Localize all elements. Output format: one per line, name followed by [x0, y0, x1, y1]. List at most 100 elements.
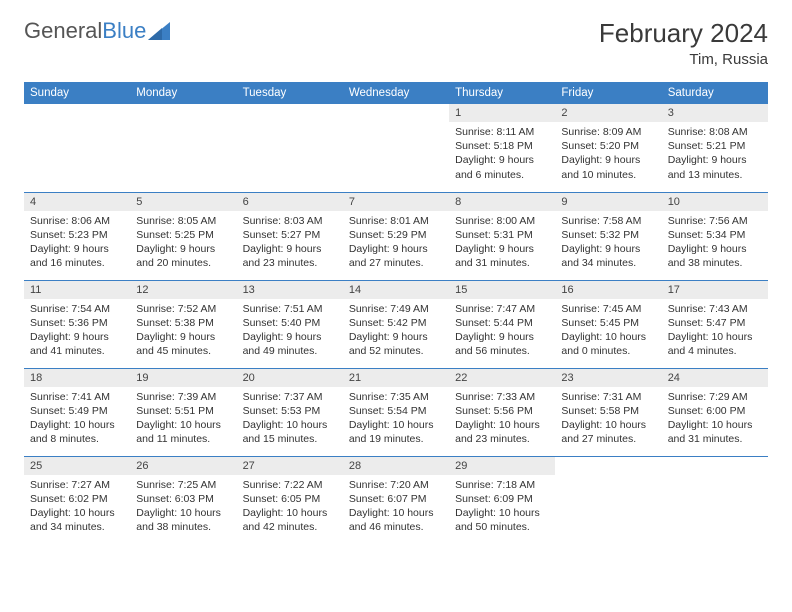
calendar-week-row: 1Sunrise: 8:11 AMSunset: 5:18 PMDaylight…	[24, 104, 768, 192]
day-number: 3	[662, 104, 768, 122]
calendar-day-cell: 12Sunrise: 7:52 AMSunset: 5:38 PMDayligh…	[130, 280, 236, 368]
calendar-day-cell	[343, 104, 449, 192]
calendar-day-cell: 16Sunrise: 7:45 AMSunset: 5:45 PMDayligh…	[555, 280, 661, 368]
weekday-header-row: SundayMondayTuesdayWednesdayThursdayFrid…	[24, 82, 768, 104]
day-number: 1	[449, 104, 555, 122]
calendar-day-cell: 17Sunrise: 7:43 AMSunset: 5:47 PMDayligh…	[662, 280, 768, 368]
day-details: Sunrise: 7:47 AMSunset: 5:44 PMDaylight:…	[449, 299, 555, 362]
day-number: 6	[237, 193, 343, 211]
day-number: 13	[237, 281, 343, 299]
day-number: 24	[662, 369, 768, 387]
day-number: 9	[555, 193, 661, 211]
logo-triangle-icon	[148, 22, 170, 40]
day-details: Sunrise: 7:45 AMSunset: 5:45 PMDaylight:…	[555, 299, 661, 362]
calendar-day-cell: 22Sunrise: 7:33 AMSunset: 5:56 PMDayligh…	[449, 368, 555, 456]
calendar-day-cell: 26Sunrise: 7:25 AMSunset: 6:03 PMDayligh…	[130, 456, 236, 544]
weekday-header: Tuesday	[237, 82, 343, 104]
day-number: 18	[24, 369, 130, 387]
day-details: Sunrise: 7:49 AMSunset: 5:42 PMDaylight:…	[343, 299, 449, 362]
calendar-day-cell: 4Sunrise: 8:06 AMSunset: 5:23 PMDaylight…	[24, 192, 130, 280]
calendar-day-cell: 5Sunrise: 8:05 AMSunset: 5:25 PMDaylight…	[130, 192, 236, 280]
day-number: 28	[343, 457, 449, 475]
day-details: Sunrise: 7:56 AMSunset: 5:34 PMDaylight:…	[662, 211, 768, 274]
day-details: Sunrise: 8:11 AMSunset: 5:18 PMDaylight:…	[449, 122, 555, 185]
day-details: Sunrise: 8:08 AMSunset: 5:21 PMDaylight:…	[662, 122, 768, 185]
calendar-table: SundayMondayTuesdayWednesdayThursdayFrid…	[24, 82, 768, 544]
day-number: 22	[449, 369, 555, 387]
day-details: Sunrise: 7:43 AMSunset: 5:47 PMDaylight:…	[662, 299, 768, 362]
day-details: Sunrise: 8:09 AMSunset: 5:20 PMDaylight:…	[555, 122, 661, 185]
day-number: 27	[237, 457, 343, 475]
calendar-day-cell: 13Sunrise: 7:51 AMSunset: 5:40 PMDayligh…	[237, 280, 343, 368]
calendar-day-cell: 15Sunrise: 7:47 AMSunset: 5:44 PMDayligh…	[449, 280, 555, 368]
calendar-week-row: 4Sunrise: 8:06 AMSunset: 5:23 PMDaylight…	[24, 192, 768, 280]
day-number: 14	[343, 281, 449, 299]
calendar-day-cell: 19Sunrise: 7:39 AMSunset: 5:51 PMDayligh…	[130, 368, 236, 456]
weekday-header: Thursday	[449, 82, 555, 104]
calendar-day-cell: 1Sunrise: 8:11 AMSunset: 5:18 PMDaylight…	[449, 104, 555, 192]
day-details: Sunrise: 8:00 AMSunset: 5:31 PMDaylight:…	[449, 211, 555, 274]
calendar-day-cell: 6Sunrise: 8:03 AMSunset: 5:27 PMDaylight…	[237, 192, 343, 280]
day-details: Sunrise: 7:20 AMSunset: 6:07 PMDaylight:…	[343, 475, 449, 538]
day-number: 20	[237, 369, 343, 387]
calendar-week-row: 18Sunrise: 7:41 AMSunset: 5:49 PMDayligh…	[24, 368, 768, 456]
calendar-week-row: 25Sunrise: 7:27 AMSunset: 6:02 PMDayligh…	[24, 456, 768, 544]
calendar-day-cell: 10Sunrise: 7:56 AMSunset: 5:34 PMDayligh…	[662, 192, 768, 280]
calendar-day-cell: 27Sunrise: 7:22 AMSunset: 6:05 PMDayligh…	[237, 456, 343, 544]
logo: GeneralBlue	[24, 18, 170, 44]
day-number: 19	[130, 369, 236, 387]
logo-text-2: Blue	[102, 18, 146, 44]
calendar-day-cell: 18Sunrise: 7:41 AMSunset: 5:49 PMDayligh…	[24, 368, 130, 456]
logo-text-1: General	[24, 18, 102, 44]
calendar-body: 1Sunrise: 8:11 AMSunset: 5:18 PMDaylight…	[24, 104, 768, 544]
calendar-day-cell: 23Sunrise: 7:31 AMSunset: 5:58 PMDayligh…	[555, 368, 661, 456]
weekday-header: Sunday	[24, 82, 130, 104]
day-details: Sunrise: 7:33 AMSunset: 5:56 PMDaylight:…	[449, 387, 555, 450]
calendar-day-cell	[237, 104, 343, 192]
day-number: 21	[343, 369, 449, 387]
day-number: 16	[555, 281, 661, 299]
day-number: 17	[662, 281, 768, 299]
day-number: 11	[24, 281, 130, 299]
weekday-header: Friday	[555, 82, 661, 104]
day-details: Sunrise: 8:03 AMSunset: 5:27 PMDaylight:…	[237, 211, 343, 274]
day-details: Sunrise: 7:25 AMSunset: 6:03 PMDaylight:…	[130, 475, 236, 538]
day-details: Sunrise: 7:54 AMSunset: 5:36 PMDaylight:…	[24, 299, 130, 362]
day-details: Sunrise: 7:35 AMSunset: 5:54 PMDaylight:…	[343, 387, 449, 450]
weekday-header: Wednesday	[343, 82, 449, 104]
calendar-day-cell: 2Sunrise: 8:09 AMSunset: 5:20 PMDaylight…	[555, 104, 661, 192]
day-details: Sunrise: 7:31 AMSunset: 5:58 PMDaylight:…	[555, 387, 661, 450]
day-details: Sunrise: 7:29 AMSunset: 6:00 PMDaylight:…	[662, 387, 768, 450]
calendar-day-cell: 8Sunrise: 8:00 AMSunset: 5:31 PMDaylight…	[449, 192, 555, 280]
day-details: Sunrise: 7:22 AMSunset: 6:05 PMDaylight:…	[237, 475, 343, 538]
header: GeneralBlue February 2024 Tim, Russia	[24, 18, 768, 68]
location-label: Tim, Russia	[599, 51, 768, 68]
calendar-day-cell: 3Sunrise: 8:08 AMSunset: 5:21 PMDaylight…	[662, 104, 768, 192]
calendar-day-cell: 14Sunrise: 7:49 AMSunset: 5:42 PMDayligh…	[343, 280, 449, 368]
day-number: 15	[449, 281, 555, 299]
day-details: Sunrise: 7:27 AMSunset: 6:02 PMDaylight:…	[24, 475, 130, 538]
calendar-day-cell	[662, 456, 768, 544]
day-details: Sunrise: 7:52 AMSunset: 5:38 PMDaylight:…	[130, 299, 236, 362]
calendar-day-cell	[555, 456, 661, 544]
day-number: 26	[130, 457, 236, 475]
day-number: 23	[555, 369, 661, 387]
day-details: Sunrise: 7:18 AMSunset: 6:09 PMDaylight:…	[449, 475, 555, 538]
day-number: 25	[24, 457, 130, 475]
day-details: Sunrise: 7:41 AMSunset: 5:49 PMDaylight:…	[24, 387, 130, 450]
day-details: Sunrise: 8:01 AMSunset: 5:29 PMDaylight:…	[343, 211, 449, 274]
calendar-day-cell	[130, 104, 236, 192]
calendar-day-cell: 29Sunrise: 7:18 AMSunset: 6:09 PMDayligh…	[449, 456, 555, 544]
calendar-day-cell: 11Sunrise: 7:54 AMSunset: 5:36 PMDayligh…	[24, 280, 130, 368]
day-number: 5	[130, 193, 236, 211]
day-details: Sunrise: 8:06 AMSunset: 5:23 PMDaylight:…	[24, 211, 130, 274]
calendar-day-cell: 20Sunrise: 7:37 AMSunset: 5:53 PMDayligh…	[237, 368, 343, 456]
calendar-day-cell: 7Sunrise: 8:01 AMSunset: 5:29 PMDaylight…	[343, 192, 449, 280]
weekday-header: Saturday	[662, 82, 768, 104]
day-number: 29	[449, 457, 555, 475]
calendar-day-cell: 9Sunrise: 7:58 AMSunset: 5:32 PMDaylight…	[555, 192, 661, 280]
calendar-day-cell	[24, 104, 130, 192]
calendar-day-cell: 24Sunrise: 7:29 AMSunset: 6:00 PMDayligh…	[662, 368, 768, 456]
day-number: 12	[130, 281, 236, 299]
day-number: 7	[343, 193, 449, 211]
